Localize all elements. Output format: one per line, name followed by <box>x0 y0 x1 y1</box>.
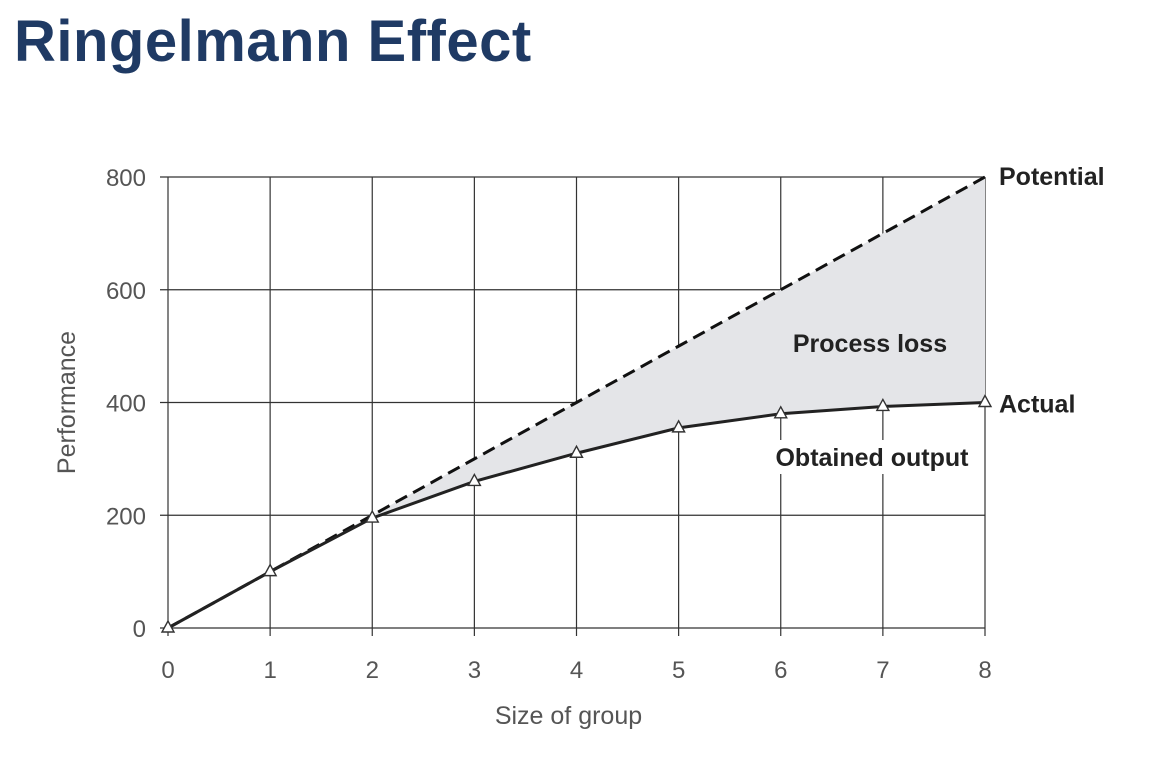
x-tick-label: 6 <box>774 657 787 684</box>
x-tick-label: 3 <box>468 657 481 684</box>
actual-marker <box>160 619 176 633</box>
x-tick-label: 2 <box>366 657 379 684</box>
chart-labels: Size of group Performance Potential Actual P… <box>53 163 1105 730</box>
actual-marker <box>773 405 788 419</box>
actual-marker <box>569 444 584 458</box>
y-tick-label: 600 <box>106 278 146 305</box>
y-tick-label: 200 <box>106 503 146 530</box>
y-tick-label: 800 <box>106 165 146 192</box>
potential-series-line <box>167 175 986 630</box>
actual-marker <box>671 419 686 433</box>
annotation-process-loss: Process loss <box>793 330 947 358</box>
x-tick-label: 7 <box>876 657 889 684</box>
x-tick-label: 5 <box>672 657 685 684</box>
slide-title: Ringelmann Effect <box>14 9 532 74</box>
x-tick-label: 0 <box>161 657 174 684</box>
x-tick-label: 8 <box>978 657 991 684</box>
chart-series <box>160 175 993 633</box>
annotation-obtained-output: Obtained output <box>775 444 969 472</box>
x-tick-label: 1 <box>263 657 276 684</box>
annotation-backdrop <box>766 440 978 474</box>
x-axis-label: Size of group <box>495 702 642 730</box>
actual-marker <box>977 394 993 408</box>
actual-series-label: Actual <box>999 391 1075 419</box>
y-tick-label: 400 <box>106 391 146 418</box>
actual-marker <box>875 397 891 412</box>
x-tick-label: 4 <box>570 657 583 684</box>
y-axis-label: Performance <box>53 331 81 474</box>
potential-series-label: Potential <box>999 163 1105 191</box>
chart-ticks: 0 1 2 3 4 5 6 7 8 0 200 400 600 800 <box>106 165 992 684</box>
actual-marker <box>365 509 380 523</box>
actual-marker <box>467 472 482 487</box>
y-tick-label: 0 <box>133 616 146 643</box>
actual-marker <box>262 563 278 577</box>
